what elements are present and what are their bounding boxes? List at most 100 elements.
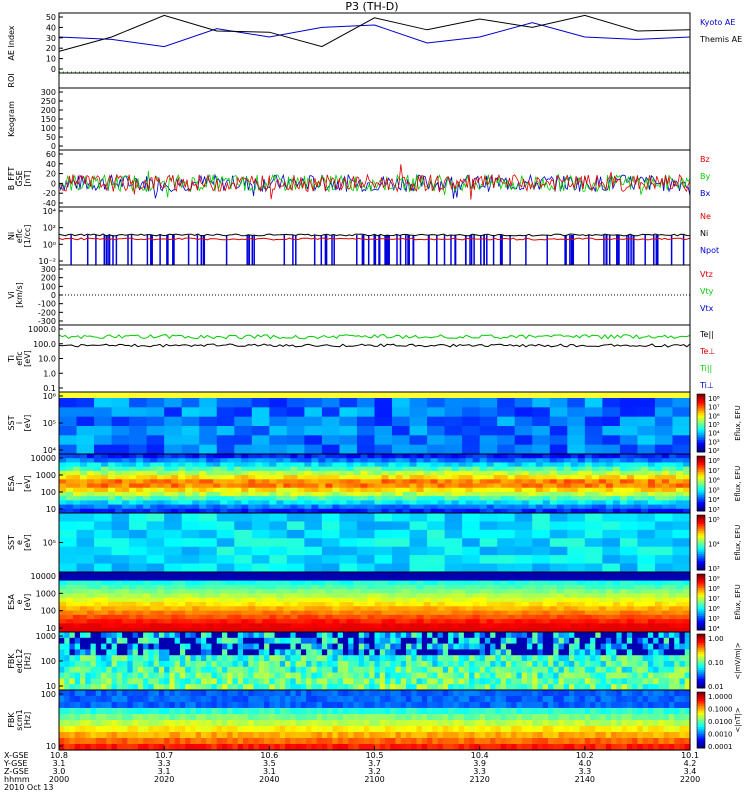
- spectrogram-cell: [577, 614, 586, 620]
- spectrogram-cell: [563, 637, 570, 645]
- spectrogram-cell: [661, 602, 670, 607]
- spectrogram-cell: [390, 655, 397, 662]
- spectrogram-cell: [388, 572, 397, 577]
- spectrogram-cell: [346, 491, 355, 497]
- spectrogram-cell: [185, 500, 193, 506]
- spectrogram-cell: [73, 584, 81, 590]
- spectrogram-cell: [185, 643, 192, 650]
- spectrogram-cell: [549, 504, 558, 510]
- spectrogram-cell: [458, 672, 465, 679]
- spectrogram-cell: [227, 483, 235, 489]
- spectrogram-cell: [549, 470, 558, 476]
- spectrogram-cell: [143, 726, 149, 733]
- spectrogram-cell: [479, 500, 488, 506]
- spectrogram-cell: [605, 614, 614, 620]
- spectrogram-cell: [211, 672, 218, 679]
- spectrogram-cell: [164, 572, 172, 577]
- spectrogram-cell: [227, 584, 235, 590]
- spectrogram-cell: [185, 483, 193, 489]
- spectrogram-cell: [619, 479, 628, 485]
- spectrogram-cell: [66, 483, 74, 489]
- spectrogram-cell: [444, 508, 453, 514]
- spectrogram-cell: [129, 563, 148, 573]
- spectrogram-cell: [626, 623, 635, 629]
- spectrogram-cell: [374, 491, 383, 497]
- spectrogram-cell: [402, 627, 411, 633]
- spectrogram-cell: [283, 508, 291, 514]
- spectrogram-cell: [192, 619, 200, 625]
- spectrogram-cell: [122, 500, 130, 506]
- spectrogram-cell: [507, 584, 516, 590]
- spectrogram-cell: [66, 627, 74, 633]
- spectrogram-cell: [143, 597, 151, 603]
- spectrogram-cell: [381, 475, 390, 480]
- spectrogram-cell: [143, 593, 151, 599]
- spectrogram-cell: [632, 655, 639, 662]
- spectrogram-cell: [416, 602, 425, 607]
- spectrogram-cell: [59, 470, 67, 476]
- spectrogram-cell: [563, 584, 572, 590]
- spectrogram-cell: [647, 589, 656, 595]
- spectrogram-cell: [675, 479, 684, 485]
- spectrogram-cell: [453, 661, 460, 668]
- spectrogram-cell: [122, 643, 128, 650]
- spectrogram-cell: [216, 708, 223, 715]
- spectrogram-cell: [297, 614, 305, 620]
- y-tick-label: 0: [51, 291, 56, 300]
- spectrogram-cell: [101, 606, 109, 612]
- spectrogram-cell: [290, 458, 298, 464]
- spectrogram-cell: [682, 627, 691, 633]
- spectrogram-cell: [542, 504, 551, 510]
- spectrogram-cell: [465, 610, 474, 616]
- spectrogram-cell: [295, 684, 302, 691]
- colorbar-cell: [697, 478, 705, 482]
- spectrogram-cell: [390, 643, 397, 650]
- spectrogram-cell: [108, 475, 116, 480]
- spectrogram-cell: [253, 632, 260, 639]
- spectrogram-cell: [59, 610, 67, 616]
- spectrogram-cell: [269, 589, 277, 595]
- spectrogram-cell: [255, 606, 263, 612]
- spectrogram-cell: [360, 606, 369, 612]
- spectrogram-cell: [264, 661, 270, 668]
- spectrogram-cell: [444, 483, 453, 489]
- spectrogram-cell: [621, 632, 628, 639]
- spectrogram-cell: [661, 614, 670, 620]
- spectrogram-cell: [241, 462, 249, 468]
- spectrogram-cell: [353, 678, 360, 685]
- spectrogram-cell: [521, 610, 530, 616]
- spectrogram-cell: [647, 483, 656, 489]
- spectrogram-cell: [211, 696, 218, 703]
- spectrogram-cell: [616, 637, 623, 645]
- spectrogram-cell: [274, 655, 281, 662]
- spectrogram-cell: [409, 444, 428, 455]
- colorbar-cell: [697, 460, 705, 464]
- spectrogram-cell: [661, 504, 670, 510]
- spectrogram-cell: [360, 619, 369, 625]
- spectrogram-cell: [640, 597, 649, 603]
- colorbar-cell: [697, 521, 705, 525]
- spectrogram-cell: [360, 508, 369, 514]
- spectrogram-cell: [143, 606, 151, 612]
- spectrogram-cell: [598, 500, 607, 506]
- spectrogram-cell: [213, 589, 221, 595]
- spectrogram-cell: [495, 632, 502, 639]
- colorbar-cell: [697, 485, 705, 489]
- spectrogram-cell: [169, 744, 176, 751]
- spectrogram-cell: [146, 513, 165, 523]
- spectrogram-cell: [143, 496, 151, 501]
- spectrogram-cell: [69, 684, 76, 691]
- spectrogram-cell: [451, 496, 460, 501]
- spectrogram-cell: [158, 690, 165, 697]
- spectrogram-cell: [612, 610, 621, 616]
- spectrogram-cell: [448, 684, 454, 691]
- spectrogram-cell: [339, 521, 358, 531]
- spectrogram-cell: [74, 732, 81, 739]
- spectrogram-cell: [101, 672, 107, 679]
- spectrogram-cell: [150, 593, 158, 599]
- spectrogram-cell: [213, 466, 221, 472]
- spectrogram-cell: [542, 672, 549, 679]
- spectrogram-cell: [514, 614, 523, 620]
